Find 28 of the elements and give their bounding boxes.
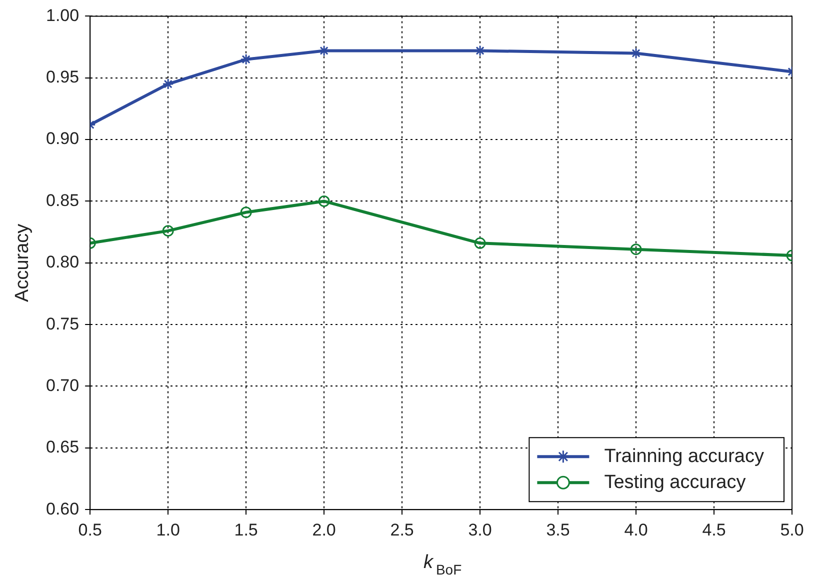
x-tick-label: 0.5 [78, 520, 102, 540]
y-tick-label: 0.75 [46, 314, 80, 334]
x-tick-label: 2.5 [390, 520, 414, 540]
y-tick-label: 0.85 [46, 190, 80, 210]
x-tick-label: 4.0 [624, 520, 648, 540]
y-tick-label: 0.65 [46, 438, 80, 457]
x-tick-label: 4.5 [702, 520, 726, 540]
x-tick-label: 2.0 [312, 520, 336, 540]
y-tick-label: 0.95 [46, 68, 80, 87]
y-tick-label: 0.90 [46, 129, 80, 148]
y-tick-label: 1.00 [46, 6, 80, 25]
y-tick-label: 0.60 [46, 499, 80, 518]
point [162, 225, 174, 237]
x-tick-label: 1.0 [156, 520, 180, 540]
point [240, 206, 252, 218]
y-axis-title: Accuracy [12, 223, 33, 302]
point [318, 195, 330, 207]
legend-label: Testing accuracy [604, 472, 746, 493]
x-tick-label: 3.0 [468, 520, 492, 540]
y-tick-label: 0.80 [46, 252, 80, 272]
x-tick-label: 5.0 [780, 520, 804, 540]
x-tick-label: 3.5 [546, 520, 570, 540]
point [162, 78, 174, 90]
point [240, 54, 252, 66]
x-tick-label: 1.5 [234, 520, 258, 540]
y-tick-label: 0.70 [46, 376, 80, 395]
point [474, 237, 486, 249]
legend-label: Trainning accuracy [604, 446, 764, 467]
